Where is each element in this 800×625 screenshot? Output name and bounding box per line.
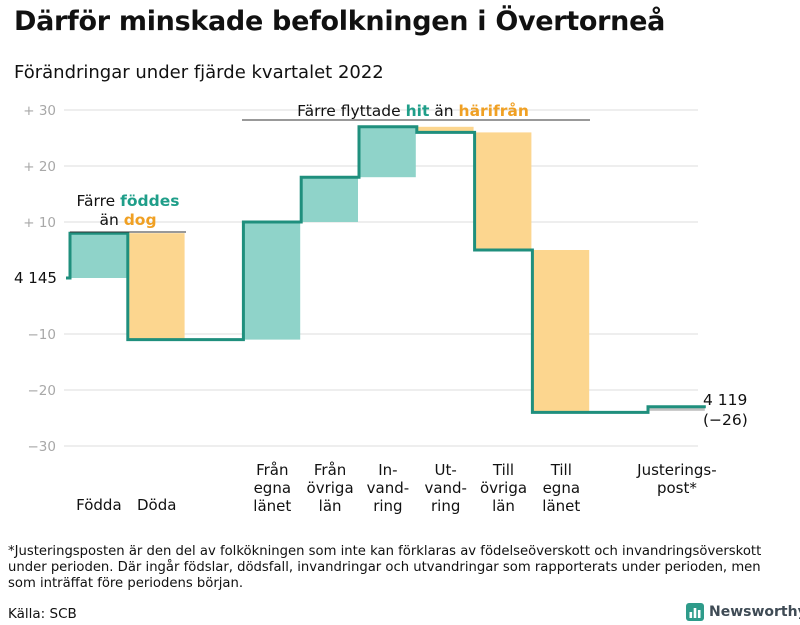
x-category-label: Från egna länet bbox=[253, 461, 291, 515]
annotation-text: Färre föddes bbox=[77, 192, 180, 210]
bar-chart-logo-icon bbox=[686, 603, 704, 621]
chart-subtitle: Förändringar under fjärde kvartalet 2022 bbox=[14, 62, 384, 83]
footnote: *Justeringsposten är den del av folkökni… bbox=[8, 544, 762, 591]
y-tick-label: −20 bbox=[28, 383, 57, 399]
bar-till-egna-länet bbox=[533, 250, 590, 413]
chart-title: Därför minskade befolkningen i Övertorne… bbox=[14, 6, 666, 37]
annotation-text: Färre flyttade hit än härifrån bbox=[297, 101, 529, 120]
x-category-label: Födda bbox=[76, 496, 122, 514]
bar-från-egna-länet bbox=[244, 222, 301, 340]
x-category-label: Från övriga län bbox=[307, 461, 354, 515]
bar-till-övriga-län bbox=[475, 132, 532, 250]
y-tick-label: + 10 bbox=[23, 215, 56, 231]
y-tick-label: + 30 bbox=[23, 103, 56, 119]
bar-layer bbox=[71, 126, 705, 413]
annotation-text: än dog bbox=[99, 211, 156, 229]
end-value-label: 4 119 (−26) bbox=[703, 391, 748, 429]
bar-döda bbox=[128, 233, 185, 340]
cumulative-line bbox=[66, 125, 706, 414]
x-category-label: Till egna länet bbox=[542, 461, 580, 515]
x-category-label: Till övriga län bbox=[480, 461, 527, 515]
x-category-label: Justerings-post* bbox=[636, 461, 716, 497]
y-tick-label: −30 bbox=[28, 439, 57, 455]
bar-justeringspost- bbox=[649, 406, 705, 411]
logo-text: Newsworthy bbox=[709, 604, 800, 620]
y-tick-label: + 20 bbox=[23, 159, 56, 175]
source-note: Källa: SCB bbox=[8, 606, 77, 622]
label-layer: + 30 + 20 + 10 4 145 −10 −20 −30 Födda Döda Från e… bbox=[14, 101, 748, 515]
line-layer bbox=[66, 125, 706, 414]
x-category-label: Döda bbox=[137, 496, 176, 514]
newsworthy-logo: Newsworthy bbox=[686, 601, 800, 623]
y-tick-label: 4 145 bbox=[14, 269, 57, 287]
y-tick-label: −10 bbox=[28, 327, 57, 343]
bar-från-övriga-län bbox=[302, 177, 358, 222]
bar-invandring bbox=[360, 126, 416, 178]
bar-födda bbox=[71, 233, 127, 278]
x-category-label: Ut-vand-ring bbox=[424, 461, 467, 515]
bar-utvandring bbox=[417, 126, 474, 133]
x-category-label: In-vand-ring bbox=[367, 461, 410, 515]
waterfall-chart: + 30 + 20 + 10 4 145 −10 −20 −30 Födda Döda Från e… bbox=[14, 101, 748, 515]
